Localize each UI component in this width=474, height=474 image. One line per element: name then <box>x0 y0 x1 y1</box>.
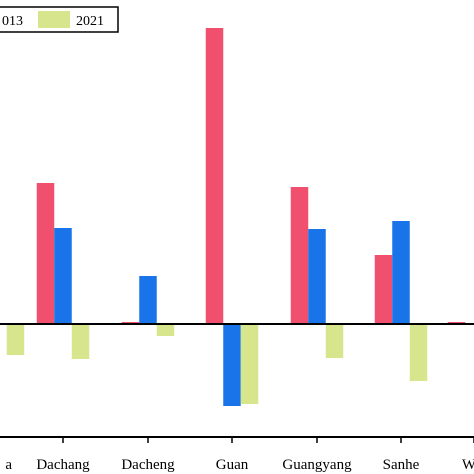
legend-swatch-series-3 <box>38 11 70 28</box>
bar-series-3-guan <box>240 324 259 404</box>
x-tick-label-w: W <box>462 457 474 473</box>
bar-series-3-dachang <box>71 324 90 359</box>
bar-series-1-dachang <box>36 183 55 324</box>
x-tick-label-dacheng: Dacheng <box>121 457 175 473</box>
bar-series-2-guangyang <box>308 229 326 324</box>
bar-series-3-a <box>6 324 25 355</box>
bar-series-3-dacheng <box>156 324 175 336</box>
x-tick-label-guangyang: Guangyang <box>282 457 352 473</box>
x-tick-label-sanhe: Sanhe <box>383 457 420 473</box>
legend: 013 2021 <box>0 6 119 33</box>
bar-series-3-sanhe <box>409 324 428 381</box>
bar-series-2-dachang <box>54 228 72 324</box>
bar-series-1-sanhe <box>374 255 393 324</box>
bar-series-2-dacheng <box>139 276 157 324</box>
x-tick-label-a: a <box>5 457 12 473</box>
x-ticks-group: a Dachang Dacheng Guan Guangyang Sanhe W <box>5 437 474 473</box>
legend-label-series-1: 013 <box>2 14 23 29</box>
bar-series-3-guangyang <box>325 324 344 358</box>
bar-series-1-guangyang <box>290 187 309 324</box>
x-tick-label-dachang: Dachang <box>36 457 90 473</box>
bars-group <box>6 28 466 406</box>
bar-series-1-guan <box>205 28 224 324</box>
bar-series-2-sanhe <box>392 221 410 324</box>
x-tick-label-guan: Guan <box>216 457 249 473</box>
bar-series-2-guan <box>223 324 241 406</box>
legend-label-series-3: 2021 <box>76 14 104 29</box>
